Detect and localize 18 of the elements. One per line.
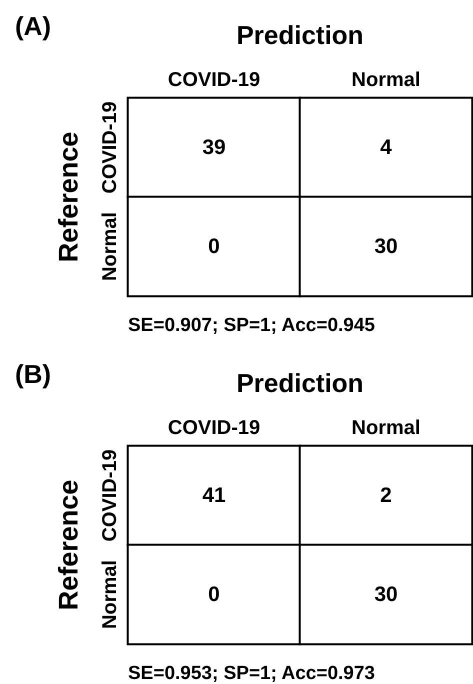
annotation: SE=0.953; SP=1; Acc=0.973 [128, 663, 375, 684]
y-tick-label: Normal [99, 560, 121, 629]
x-axis-title: Prediction [236, 20, 364, 50]
x-axis-title: Prediction [236, 368, 364, 398]
data-label: 30 [374, 583, 398, 606]
data-label: 39 [202, 136, 226, 159]
data-label: 4 [380, 136, 392, 159]
data-label: 30 [374, 235, 398, 258]
y-axis-title: Reference [54, 480, 84, 610]
data-label: 0 [208, 583, 220, 606]
data-label: 0 [208, 235, 220, 258]
chart-title: (B) [15, 359, 52, 389]
y-axis-title: Reference [54, 132, 84, 262]
text: SE=0.907; SP=1; Acc=0.945 [128, 315, 376, 336]
data-label: 41 [202, 484, 226, 507]
data-label: 2 [380, 484, 392, 507]
chart-title: (A) [15, 11, 52, 41]
y-tick-label: Normal [99, 212, 121, 281]
